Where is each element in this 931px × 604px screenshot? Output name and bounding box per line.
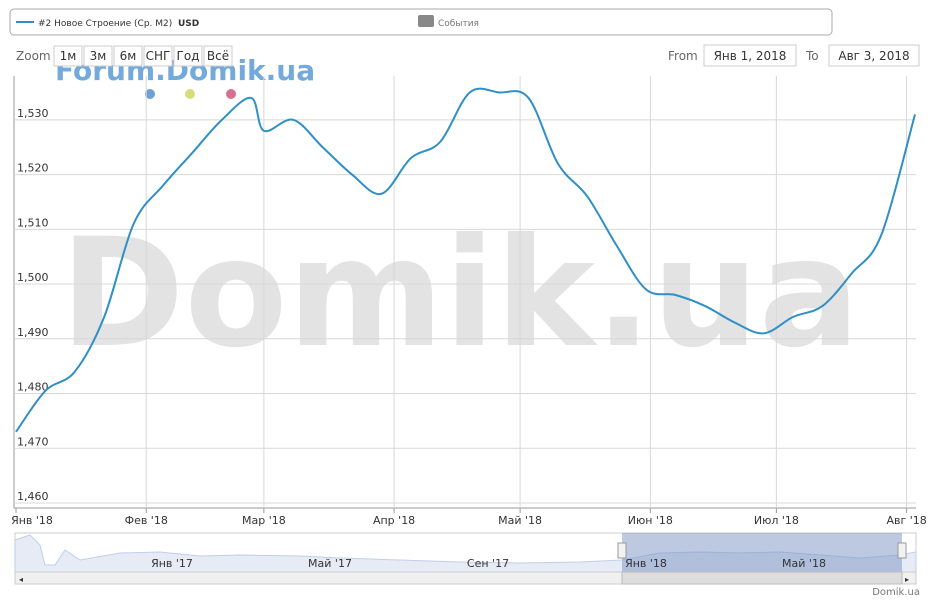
x-tick-label: Май '18 xyxy=(498,514,542,527)
zoom-button-label[interactable]: 1м xyxy=(60,49,77,63)
navigator-label: Янв '17 xyxy=(151,557,193,570)
dot xyxy=(145,89,155,99)
zoom-button-label[interactable]: Всё xyxy=(207,49,229,63)
navigator-label: Сен '17 xyxy=(467,557,509,570)
navigator-label: Янв '18 xyxy=(625,557,667,570)
y-tick-label: 1,520 xyxy=(17,162,49,175)
navigator-handle[interactable] xyxy=(617,542,627,559)
zoom-button[interactable] xyxy=(113,45,143,67)
y-tick-label: 1,530 xyxy=(17,107,49,120)
zoom-button[interactable] xyxy=(53,45,83,67)
from-date[interactable]: Янв 1, 2018 xyxy=(714,49,787,63)
y-tick-label: 1,460 xyxy=(17,490,49,503)
from-label: From xyxy=(668,49,698,63)
x-tick-label: Фев '18 xyxy=(125,514,168,527)
y-tick-label: 1,490 xyxy=(17,326,49,339)
y-tick-label: 1,500 xyxy=(17,271,49,284)
x-tick-label: Мар '18 xyxy=(242,514,286,527)
x-tick-label: Июн '18 xyxy=(628,514,673,527)
from-input[interactable] xyxy=(703,44,797,67)
zoom-button-label[interactable]: СНГ xyxy=(146,49,171,63)
x-tick-label: Авг '18 xyxy=(886,514,926,527)
zoom-button-label[interactable]: Год xyxy=(177,49,200,63)
zoom-button-label[interactable]: 3м xyxy=(90,49,107,63)
zoom-label: Zoom xyxy=(16,49,51,63)
scroll-left[interactable]: ◂ xyxy=(19,575,23,584)
to-input[interactable] xyxy=(828,44,920,67)
line-series xyxy=(15,87,916,433)
navigator-label: Май '18 xyxy=(782,557,826,570)
zoom-button[interactable] xyxy=(203,45,233,67)
watermark: Domik.ua xyxy=(60,207,860,381)
navigator: ◂ ▸ xyxy=(14,532,917,585)
zoom-button[interactable] xyxy=(173,45,203,67)
x-tick-label: Апр '18 xyxy=(373,514,415,527)
y-tick-label: 1,470 xyxy=(17,435,49,448)
scrollbar-thumb[interactable] xyxy=(621,571,903,585)
dot xyxy=(185,89,195,99)
navigator-handle[interactable] xyxy=(897,542,907,559)
legend-label[interactable]: #2 Новое Строение (Ср. М2) xyxy=(38,19,172,29)
scroll-right[interactable]: ▸ xyxy=(905,575,909,584)
zoom-button[interactable] xyxy=(83,45,113,67)
x-tick-label: Июл '18 xyxy=(754,514,799,527)
zoom-button-label[interactable]: 6м xyxy=(120,49,137,63)
events-swatch xyxy=(418,15,434,27)
navigator-selection[interactable] xyxy=(622,533,902,572)
dot xyxy=(226,89,236,99)
legend-unit: USD xyxy=(178,19,199,29)
zoom-button[interactable] xyxy=(143,45,173,67)
credits[interactable]: Domik.ua xyxy=(872,587,920,598)
to-label: To xyxy=(805,49,819,63)
y-tick-label: 1,480 xyxy=(17,381,49,394)
x-tick-label: Янв '18 xyxy=(11,514,53,527)
to-date[interactable]: Авг 3, 2018 xyxy=(838,49,909,63)
navigator-label: Май '17 xyxy=(308,557,352,570)
y-tick-label: 1,510 xyxy=(17,216,49,229)
events-label[interactable]: События xyxy=(438,19,479,29)
